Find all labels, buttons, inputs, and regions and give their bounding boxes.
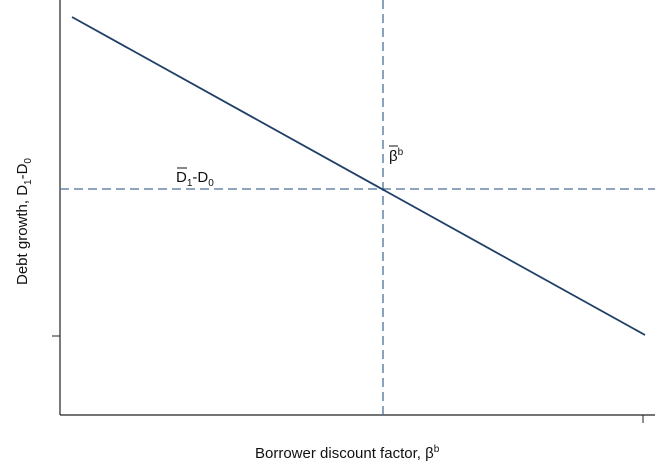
y-axis-label: Debt growth, D1-D0: [14, 158, 34, 285]
y-label-sub: 0: [23, 158, 34, 164]
x-label-sup: b: [434, 444, 440, 455]
y-label-text: Debt growth, D: [14, 185, 31, 285]
annotation: D1-D0: [176, 169, 214, 189]
x-axis-label: Borrower discount factor, βb: [255, 444, 440, 462]
annotation-text: -D: [192, 169, 208, 186]
annotation-sub: 0: [208, 178, 214, 189]
annotation-text: β: [389, 148, 398, 165]
annotation-sup: b: [398, 147, 404, 158]
annotation-sub: 1: [187, 178, 193, 189]
y-label-sub: 1: [23, 179, 34, 185]
debt-growth-line: [71, 16, 646, 336]
annotation: βb: [389, 147, 404, 165]
y-label-text: -D: [14, 163, 31, 179]
x-label-text: Borrower discount factor, β: [255, 445, 434, 462]
annotation-text: D: [176, 169, 187, 186]
